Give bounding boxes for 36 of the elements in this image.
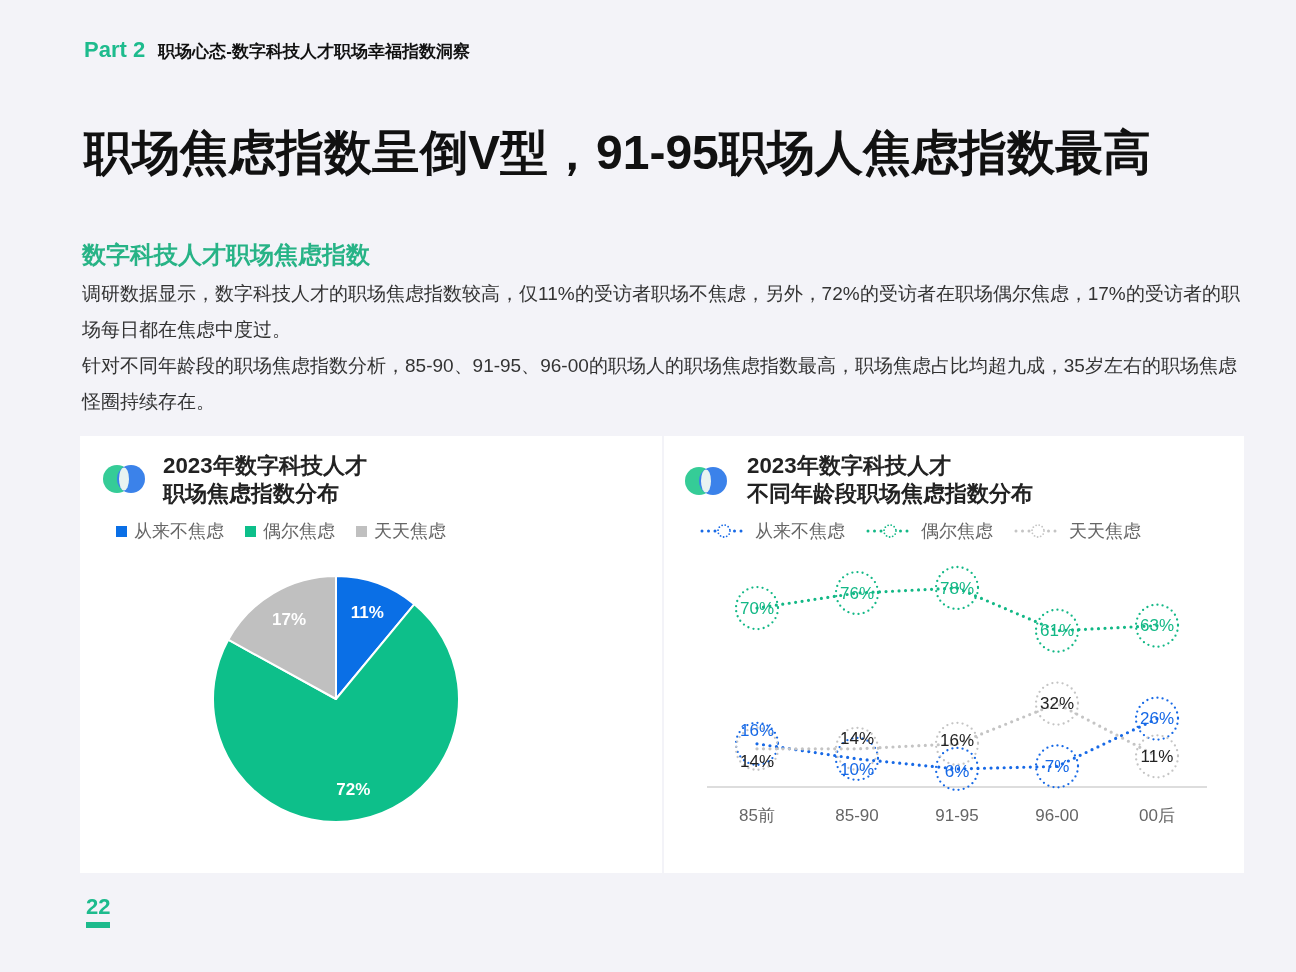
legend-label: 从来不焦虑 — [134, 520, 224, 543]
data-label: 14% — [739, 752, 775, 772]
data-label: 63% — [1139, 616, 1175, 636]
x-tick-label: 91-95 — [935, 806, 979, 825]
text: 22 — [86, 894, 111, 928]
legend-label: 天天焦虑 — [374, 520, 446, 543]
data-label: 32% — [1039, 694, 1075, 714]
data-label: 61% — [1039, 621, 1075, 641]
chart-title: 2023年数字科技人才职场焦虑指数分布 — [163, 452, 367, 508]
text: 数字科技人才职场焦虑指数 — [82, 240, 370, 270]
x-tick-label: 85前 — [739, 806, 775, 825]
data-label: 70% — [739, 598, 775, 618]
data-label: 72% — [336, 780, 371, 800]
data-label: 10% — [839, 759, 875, 779]
data-label: 16% — [739, 721, 775, 741]
text: Part 2 — [84, 37, 146, 63]
x-tick-label: 96-00 — [1035, 806, 1079, 825]
data-label: 26% — [1139, 709, 1175, 729]
data-label: 11% — [350, 602, 384, 622]
data-label: 11% — [1140, 746, 1174, 766]
data-label: 6% — [944, 762, 970, 782]
data-label: 76% — [839, 583, 875, 603]
legend-label: 从来不焦虑 — [755, 520, 845, 543]
legend-label: 天天焦虑 — [1069, 520, 1141, 543]
text: 职场焦虑指数呈倒V型，91-95职场人焦虑指数最高 — [84, 125, 1151, 181]
data-label: 16% — [939, 731, 975, 751]
data-label: 17% — [272, 610, 307, 630]
x-tick-label: 85-90 — [835, 806, 879, 825]
chart-title: 2023年数字科技人才不同年龄段职场焦虑指数分布 — [747, 452, 1033, 508]
text: 调研数据显示，数字科技人才的职场焦虑指数较高，仅11%的受访者职场不焦虑，另外，72%的受访者在职场偶尔焦虑，17%的受访者的职场每日都在焦虑中度过。 — [82, 282, 1241, 342]
legend-label: 偶尔焦虑 — [263, 520, 335, 543]
data-label: 14% — [839, 728, 875, 748]
x-tick-label: 00后 — [1139, 806, 1175, 825]
legend-label: 偶尔焦虑 — [921, 520, 993, 543]
text: 针对不同年龄段的职场焦虑指数分析，85-90、91-95、96-00的职场人的职场焦虑指数最高，职场焦虑占比均超九成，35岁左右的职场焦虑怪圈持续存在。 — [82, 354, 1238, 414]
text: 职场心态-数字科技人才职场幸福指数洞察 — [158, 41, 470, 63]
